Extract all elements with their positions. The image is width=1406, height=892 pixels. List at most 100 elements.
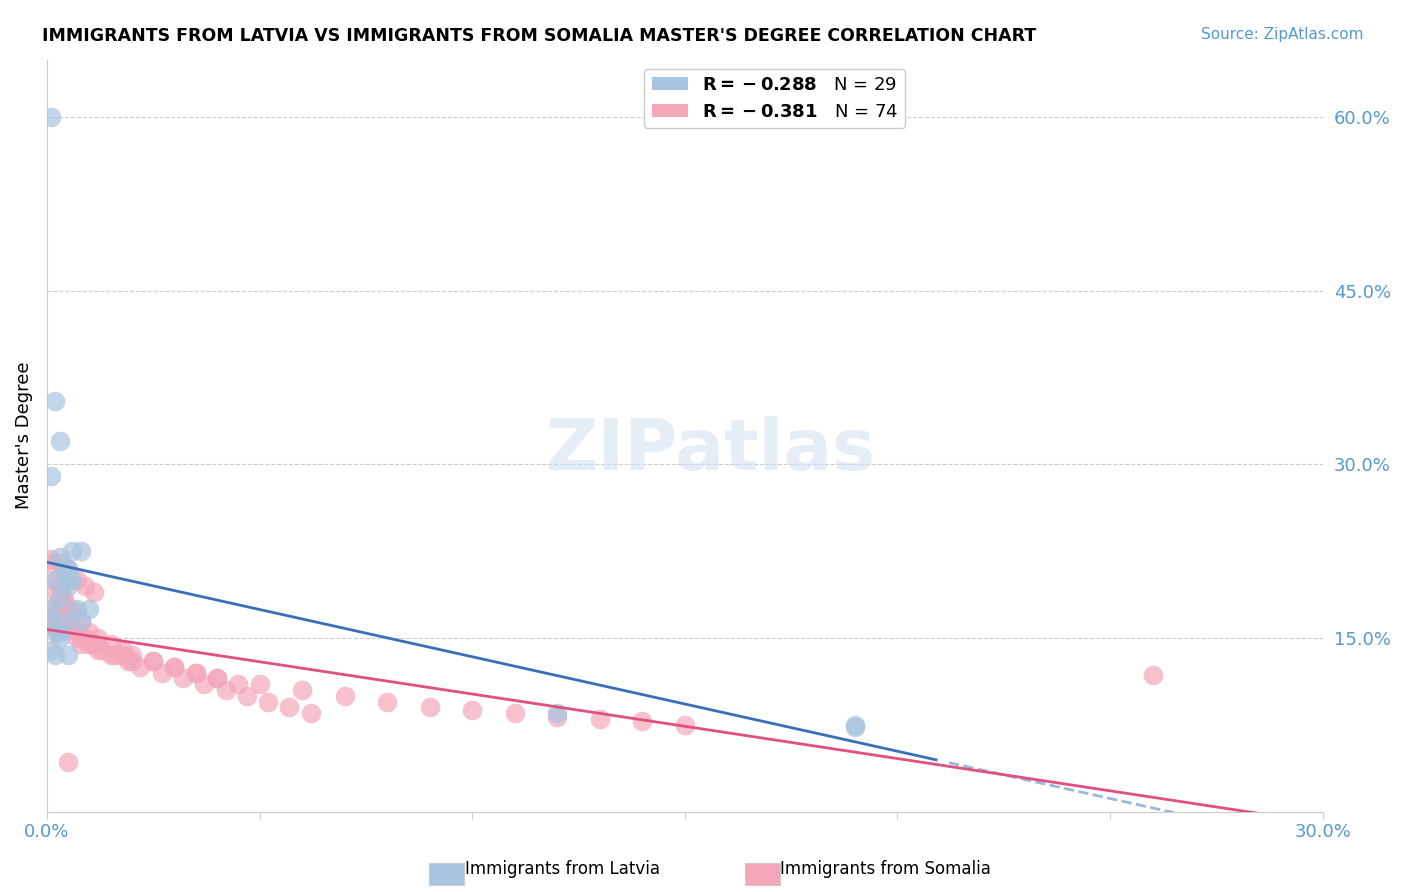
Point — [39, 619, 62, 633]
Point — [117, 654, 139, 668]
Point — [87, 642, 110, 657]
Point — [52, 561, 75, 575]
Point — [56, 561, 79, 575]
Point — [39, 642, 62, 657]
Point — [589, 712, 612, 726]
Point — [75, 631, 97, 645]
Point — [66, 573, 89, 587]
Point — [121, 654, 143, 668]
Point — [503, 706, 526, 721]
Point — [52, 596, 75, 610]
Point — [56, 602, 79, 616]
Point — [83, 584, 105, 599]
Point — [87, 631, 110, 645]
Point — [142, 654, 165, 668]
Point — [193, 677, 215, 691]
Point — [48, 434, 70, 449]
Point — [249, 677, 271, 691]
Text: Source: ZipAtlas.com: Source: ZipAtlas.com — [1201, 27, 1364, 42]
Point — [48, 625, 70, 640]
Point — [844, 718, 866, 732]
Point — [44, 619, 66, 633]
Point — [44, 393, 66, 408]
Point — [56, 648, 79, 663]
Point — [226, 677, 249, 691]
Point — [91, 642, 114, 657]
Point — [48, 625, 70, 640]
Point — [546, 706, 568, 721]
Point — [44, 573, 66, 587]
Point — [56, 573, 79, 587]
Point — [163, 660, 186, 674]
Point — [66, 602, 89, 616]
Point — [184, 665, 207, 680]
Point — [39, 552, 62, 566]
Point — [48, 591, 70, 605]
Point — [205, 672, 228, 686]
Point — [150, 665, 173, 680]
Point — [44, 607, 66, 622]
Point — [205, 672, 228, 686]
Point — [60, 602, 83, 616]
Point — [79, 625, 101, 640]
Point — [104, 648, 127, 663]
Point — [112, 642, 135, 657]
Point — [39, 556, 62, 570]
Point — [52, 614, 75, 628]
Point — [79, 637, 101, 651]
Text: Immigrants from Latvia: Immigrants from Latvia — [465, 860, 659, 878]
Point — [48, 631, 70, 645]
Point — [39, 111, 62, 125]
Point — [419, 700, 441, 714]
Point — [48, 614, 70, 628]
Point — [39, 602, 62, 616]
Point — [375, 695, 398, 709]
Point — [70, 614, 93, 628]
Point — [52, 591, 75, 605]
Point — [44, 573, 66, 587]
Point — [60, 607, 83, 622]
Point — [184, 665, 207, 680]
Point — [70, 614, 93, 628]
Point — [100, 637, 122, 651]
Point — [333, 689, 356, 703]
Point — [60, 573, 83, 587]
Point — [546, 709, 568, 723]
Point — [66, 625, 89, 640]
Point — [60, 544, 83, 558]
Point — [163, 660, 186, 674]
Point — [172, 672, 194, 686]
Point — [100, 648, 122, 663]
Point — [56, 561, 79, 575]
Point — [56, 619, 79, 633]
Point — [142, 654, 165, 668]
Text: ZIPatlas: ZIPatlas — [546, 416, 876, 485]
Point — [48, 579, 70, 593]
Point — [257, 695, 280, 709]
Point — [673, 718, 696, 732]
Point — [121, 648, 143, 663]
Point — [214, 683, 236, 698]
Point — [56, 755, 79, 769]
Point — [299, 706, 322, 721]
Point — [56, 579, 79, 593]
Point — [83, 637, 105, 651]
Text: IMMIGRANTS FROM LATVIA VS IMMIGRANTS FROM SOMALIA MASTER'S DEGREE CORRELATION CH: IMMIGRANTS FROM LATVIA VS IMMIGRANTS FRO… — [42, 27, 1036, 45]
Point — [44, 625, 66, 640]
Point — [66, 631, 89, 645]
Point — [112, 648, 135, 663]
Point — [48, 591, 70, 605]
Point — [461, 703, 484, 717]
Point — [39, 614, 62, 628]
Point — [39, 602, 62, 616]
Point — [48, 549, 70, 564]
Point — [1142, 668, 1164, 682]
Point — [48, 556, 70, 570]
Point — [75, 579, 97, 593]
Point — [39, 469, 62, 483]
Point — [70, 637, 93, 651]
Point — [278, 700, 301, 714]
Point — [236, 689, 259, 703]
Y-axis label: Master's Degree: Master's Degree — [15, 362, 32, 509]
Point — [631, 714, 654, 729]
